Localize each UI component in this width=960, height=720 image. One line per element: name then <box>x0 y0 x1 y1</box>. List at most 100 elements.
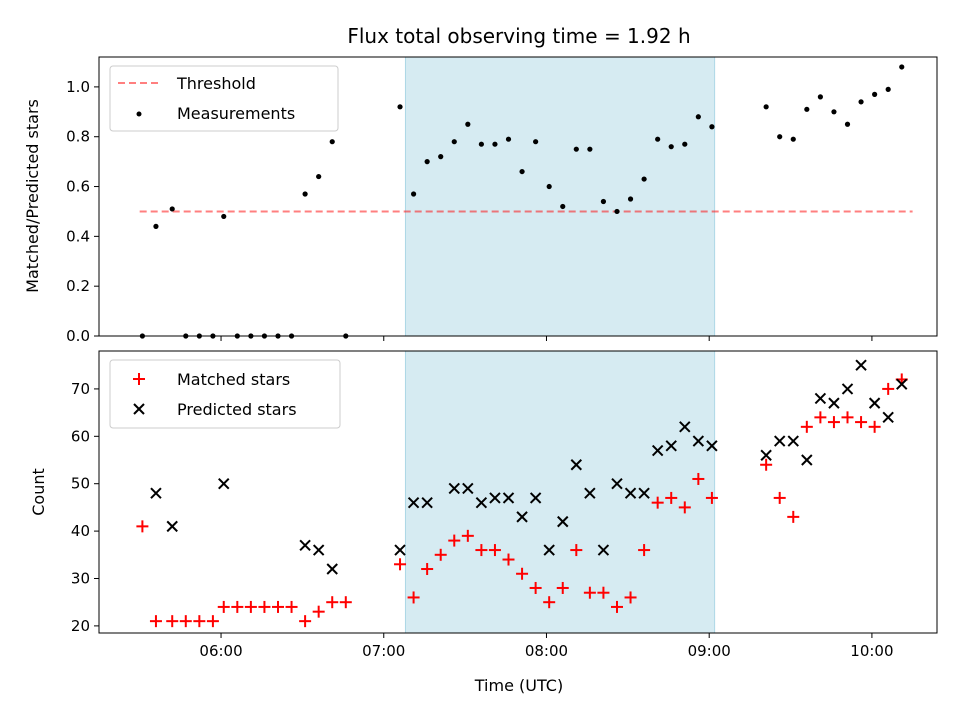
bottom-panel-ylabel: Count <box>29 468 48 516</box>
bottom-panel-legend: Matched stars Predicted stars <box>109 359 341 429</box>
measurement-point <box>695 114 701 120</box>
predicted-point <box>597 544 610 556</box>
bottom-panel-marks <box>136 359 908 628</box>
y-tick-label: 70 <box>71 380 90 398</box>
bottom-panel-y-ticks: 20 30 40 50 60 70 <box>71 380 99 635</box>
predicted-point <box>516 511 528 523</box>
legend-threshold-label: Threshold <box>176 74 256 93</box>
matched-point <box>882 382 895 395</box>
predicted-point <box>584 487 596 499</box>
predicted-point <box>651 444 664 457</box>
x-tick-label: 10:00 <box>850 642 893 660</box>
bottom-panel-frame <box>98 350 938 634</box>
predicted-point <box>706 440 718 452</box>
predicted-point <box>868 397 881 409</box>
measurement-point <box>587 146 593 152</box>
matched-point <box>665 491 678 504</box>
measurement-point <box>519 168 525 175</box>
matched-point <box>570 544 583 557</box>
matched-point <box>529 581 542 594</box>
matched-point <box>610 600 623 613</box>
matched-point <box>827 416 840 429</box>
matched-point <box>556 581 569 594</box>
measurement-point <box>600 198 607 205</box>
y-tick-label: 30 <box>71 569 90 587</box>
matched-point <box>299 615 312 628</box>
y-tick-label: 0.6 <box>66 178 90 196</box>
matched-point <box>136 520 149 533</box>
matched-point <box>244 600 257 613</box>
matched-point <box>488 544 501 557</box>
x-tick-label: 07:00 <box>362 642 405 660</box>
predicted-point <box>150 487 162 499</box>
matched-point <box>461 529 474 542</box>
bottom-panel-x-ticks: 06:00 07:00 08:00 09:00 10:00 <box>199 633 894 660</box>
top-panel-frame <box>98 56 938 337</box>
predicted-point <box>814 392 827 405</box>
predicted-point <box>828 397 840 409</box>
measurement-point <box>709 124 715 130</box>
predicted-point <box>166 520 178 533</box>
matched-point <box>638 544 651 557</box>
legend-predicted-label: Predicted stars <box>177 400 297 419</box>
measurement-point <box>817 94 823 100</box>
predicted-point <box>624 487 637 499</box>
predicted-point <box>611 477 623 490</box>
matched-point <box>285 600 298 613</box>
matched-point <box>855 416 868 429</box>
measurement-point <box>641 176 647 182</box>
measurement-point <box>492 141 498 147</box>
legend-measurements-label: Measurements <box>177 104 295 123</box>
y-tick-label: 0.0 <box>66 327 90 345</box>
x-axis-label: Time (UTC) <box>474 676 563 695</box>
matched-point <box>543 596 556 609</box>
measurement-point <box>804 106 810 112</box>
y-tick-label: 50 <box>71 475 90 493</box>
predicted-point <box>760 449 772 461</box>
matched-point <box>475 544 488 557</box>
measurement-point <box>668 144 674 150</box>
measurement-point <box>682 141 688 147</box>
x-tick-label: 09:00 <box>688 642 731 660</box>
y-tick-label: 0.2 <box>66 277 90 295</box>
y-tick-label: 40 <box>71 522 90 540</box>
measurement-point <box>302 191 308 197</box>
predicted-point <box>841 383 854 395</box>
measurement-point <box>329 139 335 145</box>
predicted-point <box>502 492 515 504</box>
predicted-point <box>326 563 338 575</box>
x-tick-label: 08:00 <box>525 642 568 660</box>
measurement-point <box>465 121 471 127</box>
matched-point <box>502 553 515 566</box>
predicted-point <box>448 482 460 495</box>
matched-point <box>678 501 691 514</box>
legend-predicted-swatch <box>133 403 145 415</box>
matched-point <box>692 472 705 485</box>
predicted-point <box>462 482 474 495</box>
measurement-point <box>614 208 620 215</box>
top-legend-box <box>109 65 339 132</box>
predicted-point <box>475 496 488 509</box>
predicted-point <box>787 435 799 447</box>
top-panel-ylabel: Matched/Predicted stars <box>23 99 42 293</box>
legend-matched-swatch <box>133 373 145 385</box>
measurement-point <box>169 206 175 212</box>
measurement-point <box>451 139 457 145</box>
chart-title: Flux total observing time = 1.92 h <box>347 24 690 48</box>
predicted-point <box>543 544 555 556</box>
measurement-point <box>153 223 159 229</box>
matched-point <box>583 586 596 599</box>
predicted-point <box>665 440 677 452</box>
predicted-point <box>855 359 867 371</box>
y-tick-label: 20 <box>71 617 90 635</box>
measurement-point <box>627 196 634 202</box>
predicted-point <box>218 477 230 490</box>
predicted-point <box>557 515 569 528</box>
matched-point <box>231 600 244 613</box>
x-tick-label: 06:00 <box>199 642 242 660</box>
top-panel-y-ticks: 0.0 0.2 0.4 0.6 0.8 1.0 <box>66 78 99 345</box>
matched-point <box>312 605 325 618</box>
matched-point <box>760 458 773 471</box>
matched-point <box>407 591 420 604</box>
